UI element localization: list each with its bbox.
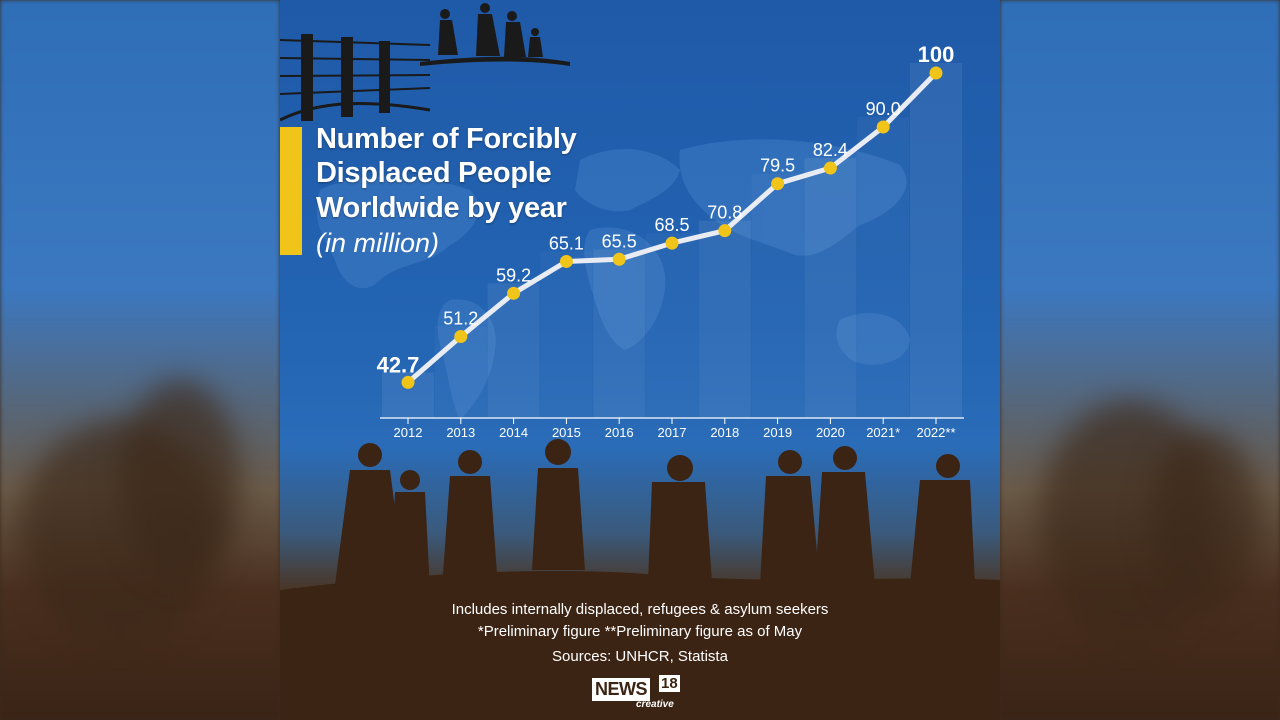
data-label: 42.7 bbox=[377, 352, 420, 377]
logo-news-text: NEWS bbox=[592, 678, 650, 701]
data-point bbox=[718, 224, 732, 238]
data-point bbox=[876, 120, 890, 134]
column-backdrop bbox=[752, 174, 804, 418]
data-label: 90.0 bbox=[866, 99, 901, 119]
data-point bbox=[823, 161, 837, 175]
chart-subtitle: (in million) bbox=[316, 228, 440, 258]
x-tick-label: 2015 bbox=[552, 425, 581, 440]
column-backdrop bbox=[540, 251, 592, 418]
line-chart: 2012 2013 2014 2015 2016 2017 2018 2019 2020 2021… bbox=[377, 42, 964, 440]
x-tick-label: 2014 bbox=[499, 425, 528, 440]
title-accent-bar bbox=[280, 127, 302, 255]
data-point bbox=[929, 66, 943, 80]
data-label: 82.4 bbox=[813, 140, 848, 160]
blurred-right-background bbox=[1000, 0, 1280, 720]
x-tick-label: 2016 bbox=[605, 425, 634, 440]
x-tick-label: 2021* bbox=[866, 425, 900, 440]
x-tick-label: 2013 bbox=[446, 425, 475, 440]
barbed-wire-fence-icon bbox=[280, 34, 431, 122]
data-point bbox=[507, 286, 521, 300]
x-tick-label: 2019 bbox=[763, 425, 792, 440]
footnote-scope: Includes internally displaced, refugees … bbox=[451, 601, 829, 618]
data-label: 65.5 bbox=[602, 231, 637, 251]
chart-title-line-2: Displaced People bbox=[316, 157, 552, 189]
data-label: 68.5 bbox=[654, 215, 689, 235]
x-tick-label: 2017 bbox=[658, 425, 687, 440]
data-point bbox=[559, 254, 573, 268]
data-label: 100 bbox=[918, 42, 955, 67]
chart-title-line-3: Worldwide by year bbox=[316, 192, 567, 224]
data-label: 51.2 bbox=[443, 309, 478, 329]
column-backdrop bbox=[698, 220, 751, 418]
refugee-crowd-silhouette-icon bbox=[280, 439, 1000, 720]
data-label: 70.8 bbox=[707, 203, 742, 223]
footnote-preliminary: *Preliminary figure **Preliminary figure… bbox=[477, 623, 803, 640]
data-point bbox=[454, 330, 468, 344]
infographic-panel: 2012 2013 2014 2015 2016 2017 2018 2019 2020 2021… bbox=[280, 0, 1000, 720]
column-backdrop bbox=[487, 283, 540, 418]
data-label: 79.5 bbox=[760, 156, 795, 176]
chart-canvas: 2012 2013 2014 2015 2016 2017 2018 2019 2020 2021… bbox=[280, 3, 1000, 720]
column-backdrop bbox=[804, 158, 857, 419]
x-tick-label: 2018 bbox=[710, 425, 739, 440]
footnote-sources: Sources: UNHCR, Statista bbox=[552, 648, 728, 665]
data-point bbox=[401, 375, 415, 389]
data-label: 59.2 bbox=[496, 265, 531, 285]
x-tick-label: 2012 bbox=[394, 425, 423, 440]
logo-number-text: 18 bbox=[658, 674, 681, 693]
data-point bbox=[771, 177, 785, 191]
data-point bbox=[612, 252, 626, 266]
column-backdrop bbox=[593, 249, 646, 418]
data-point bbox=[665, 236, 679, 250]
x-tick-label: 2020 bbox=[816, 425, 845, 440]
x-tick-label: 2022** bbox=[916, 425, 955, 440]
data-label: 65.1 bbox=[549, 233, 584, 253]
column-backdrop bbox=[857, 117, 909, 418]
chart-title-line-1: Number of Forcibly bbox=[316, 123, 577, 155]
column-backdrop bbox=[910, 63, 962, 418]
walking-people-silhouette-icon bbox=[420, 3, 570, 66]
logo-creative-text: creative bbox=[636, 699, 674, 710]
column-backdrop bbox=[646, 233, 698, 418]
blurred-left-background bbox=[0, 0, 280, 720]
